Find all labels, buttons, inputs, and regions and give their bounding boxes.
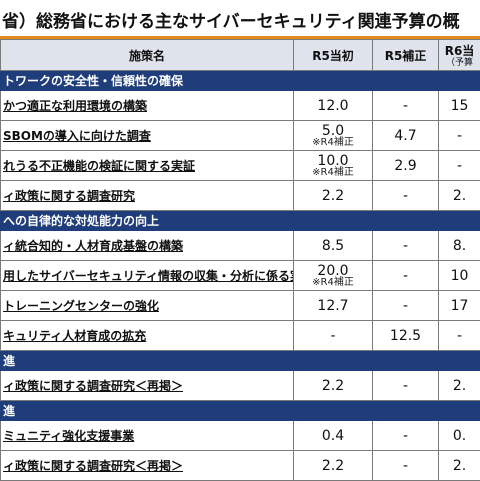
- budget-table: 施策名 R5当初 R5補正 R6当（予算 トワークの安全性・信頼性の確保かつ適正…: [0, 39, 480, 481]
- r5-initial-cell: 2.2: [294, 451, 373, 481]
- r5-initial-cell: 2.2: [294, 371, 373, 401]
- table-row: キュリティ人材育成の拡充-12.5-: [1, 321, 480, 351]
- slide-title-bar: 省）総務省における主なサイバーセキュリティ関連予算の概: [0, 0, 480, 36]
- r6-value: 2.: [439, 181, 480, 211]
- r5-supplementary-value: 4.7: [373, 121, 439, 151]
- r5-initial-cell: 2.2: [294, 181, 373, 211]
- r5-initial-value: 12.0: [294, 99, 372, 113]
- header-r5-initial: R5当初: [294, 40, 373, 71]
- r5-supplementary-value: -: [373, 291, 439, 321]
- r5-supplementary-value: -: [373, 421, 439, 451]
- header-measure-name: 施策名: [1, 40, 294, 71]
- section-header-row: トワークの安全性・信頼性の確保: [1, 71, 480, 91]
- r5-note: ※R4補正: [294, 168, 372, 178]
- table-row: ィ政策に関する調査研究＜再掲＞2.2-2.: [1, 451, 480, 481]
- measure-name[interactable]: ィ政策に関する調査研究＜再掲＞: [1, 371, 294, 401]
- measure-name[interactable]: キュリティ人材育成の拡充: [1, 321, 294, 351]
- table-row: ィ政策に関する調査研究＜再掲＞2.2-2.: [1, 371, 480, 401]
- section-header-row: への自律的な対処能力の向上: [1, 211, 480, 231]
- header-r5-supplementary: R5補正: [373, 40, 439, 71]
- table-row: 用したサイバーセキュリティ情報の収集・分析に係る実証事業20.0※R4補正-10: [1, 261, 480, 291]
- r5-supplementary-value: 12.5: [373, 321, 439, 351]
- r5-initial-cell: 12.7: [294, 291, 373, 321]
- measure-name[interactable]: れうる不正機能の検証に関する実証: [1, 151, 294, 181]
- section-title: トワークの安全性・信頼性の確保: [1, 71, 480, 91]
- r5-supplementary-value: -: [373, 231, 439, 261]
- r6-value: -: [439, 321, 480, 351]
- r5-initial-value: 2.2: [294, 379, 372, 393]
- r5-supplementary-value: -: [373, 181, 439, 211]
- section-title: 進: [1, 401, 480, 421]
- measure-name[interactable]: かつ適正な利用環境の構築: [1, 91, 294, 121]
- r5-initial-value: -: [294, 329, 372, 343]
- measure-name[interactable]: 用したサイバーセキュリティ情報の収集・分析に係る実証事業: [1, 261, 294, 291]
- r5-initial-cell: 0.4: [294, 421, 373, 451]
- r6-value: 2.: [439, 451, 480, 481]
- measure-name[interactable]: SBOMの導入に向けた調査: [1, 121, 294, 151]
- measure-name[interactable]: ィ政策に関する調査研究＜再掲＞: [1, 451, 294, 481]
- r6-value: 15: [439, 91, 480, 121]
- slide-title: 省）総務省における主なサイバーセキュリティ関連予算の概: [2, 7, 460, 32]
- r5-note: ※R4補正: [294, 138, 372, 148]
- r6-value: 2.: [439, 371, 480, 401]
- section-title: への自律的な対処能力の向上: [1, 211, 480, 231]
- r5-supplementary-value: 2.9: [373, 151, 439, 181]
- header-r6-label: R6当: [445, 44, 475, 58]
- r6-value: 10: [439, 261, 480, 291]
- measure-name[interactable]: ミュニティ強化支援事業: [1, 421, 294, 451]
- r5-initial-value: 12.7: [294, 299, 372, 313]
- r5-supplementary-value: -: [373, 91, 439, 121]
- r5-initial-cell: -: [294, 321, 373, 351]
- r5-initial-cell: 10.0※R4補正: [294, 151, 373, 181]
- r5-initial-value: 0.4: [294, 429, 372, 443]
- table-header-row: 施策名 R5当初 R5補正 R6当（予算: [1, 40, 480, 71]
- r5-initial-cell: 5.0※R4補正: [294, 121, 373, 151]
- r5-note: ※R4補正: [294, 278, 372, 288]
- r5-initial-value: 20.0: [294, 264, 372, 278]
- r5-supplementary-value: -: [373, 451, 439, 481]
- r5-supplementary-value: -: [373, 261, 439, 291]
- r5-initial-value: 10.0: [294, 154, 372, 168]
- section-header-row: 進: [1, 351, 480, 371]
- r6-value: 17: [439, 291, 480, 321]
- r6-value: 0.: [439, 421, 480, 451]
- r5-initial-value: 2.2: [294, 189, 372, 203]
- r5-supplementary-value: -: [373, 371, 439, 401]
- measure-name[interactable]: ィ政策に関する調査研究: [1, 181, 294, 211]
- r6-value: -: [439, 151, 480, 181]
- header-r6-sub: （予算: [439, 59, 480, 68]
- r6-value: -: [439, 121, 480, 151]
- r5-initial-value: 5.0: [294, 124, 372, 138]
- r6-value: 8.: [439, 231, 480, 261]
- section-header-row: 進: [1, 401, 480, 421]
- section-title: 進: [1, 351, 480, 371]
- r5-initial-value: 2.2: [294, 459, 372, 473]
- r5-initial-cell: 8.5: [294, 231, 373, 261]
- measure-name[interactable]: ィ統合知的・人材育成基盤の構築: [1, 231, 294, 261]
- measure-name[interactable]: トレーニングセンターの強化: [1, 291, 294, 321]
- header-r6: R6当（予算: [439, 40, 480, 71]
- r5-initial-cell: 12.0: [294, 91, 373, 121]
- r5-initial-value: 8.5: [294, 239, 372, 253]
- r5-initial-cell: 20.0※R4補正: [294, 261, 373, 291]
